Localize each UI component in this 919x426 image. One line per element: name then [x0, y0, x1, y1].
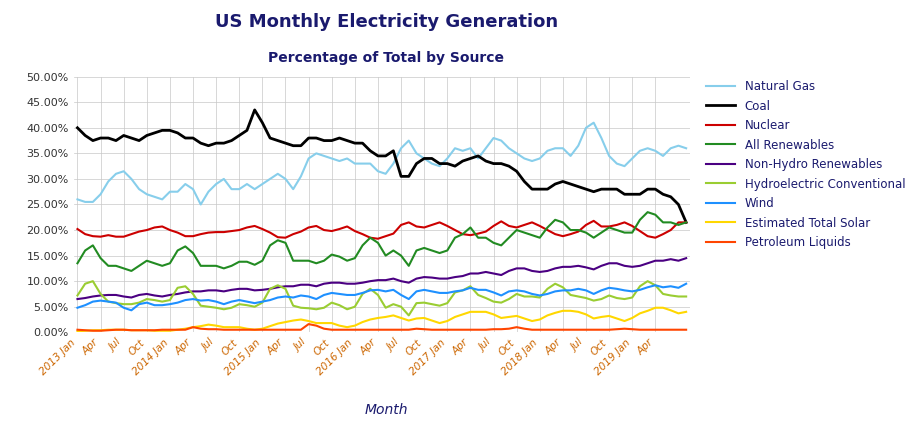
Coal — [618, 192, 630, 197]
All Renewables — [641, 210, 652, 215]
All Renewables — [618, 230, 630, 235]
Text: Month: Month — [364, 403, 408, 417]
Nuclear — [472, 231, 483, 236]
Line: Coal: Coal — [77, 110, 686, 222]
Estimated Total Solar — [610, 316, 621, 321]
All Renewables — [441, 248, 452, 253]
Hydroelectric Conventional — [403, 313, 414, 318]
Wind — [618, 288, 630, 293]
All Renewables — [680, 220, 691, 225]
Line: Non-Hydro Renewables: Non-Hydro Renewables — [77, 258, 686, 299]
Legend: Natural Gas, Coal, Nuclear, All Renewables, Non-Hydro Renewables, Hydroelectric : Natural Gas, Coal, Nuclear, All Renewabl… — [701, 77, 908, 253]
Hydroelectric Conventional — [503, 296, 514, 302]
Line: Wind: Wind — [77, 284, 686, 310]
Coal — [472, 153, 483, 158]
Nuclear — [587, 218, 598, 223]
All Renewables — [72, 261, 83, 266]
Estimated Total Solar — [680, 309, 691, 314]
Petroleum Liquids — [357, 327, 368, 332]
Wind — [126, 308, 137, 313]
Petroleum Liquids — [302, 322, 313, 327]
Hydroelectric Conventional — [72, 293, 83, 298]
Hydroelectric Conventional — [449, 290, 460, 295]
Nuclear — [372, 236, 383, 241]
Petroleum Liquids — [87, 328, 98, 333]
All Renewables — [349, 256, 360, 261]
Petroleum Liquids — [626, 327, 637, 332]
Estimated Total Solar — [341, 325, 352, 330]
Hydroelectric Conventional — [87, 279, 98, 284]
Line: Petroleum Liquids: Petroleum Liquids — [77, 324, 686, 331]
Petroleum Liquids — [72, 327, 83, 332]
Non-Hydro Renewables — [680, 256, 691, 261]
Estimated Total Solar — [72, 329, 83, 334]
Line: Nuclear: Nuclear — [77, 221, 686, 239]
Petroleum Liquids — [680, 327, 691, 332]
Estimated Total Solar — [464, 309, 475, 314]
Natural Gas — [195, 202, 206, 207]
Nuclear — [441, 223, 452, 228]
Hydroelectric Conventional — [349, 304, 360, 309]
Estimated Total Solar — [434, 320, 445, 325]
Coal — [495, 161, 506, 166]
Natural Gas — [72, 197, 83, 202]
Non-Hydro Renewables — [464, 271, 475, 276]
Wind — [72, 305, 83, 310]
Hydroelectric Conventional — [680, 294, 691, 299]
Natural Gas — [349, 161, 360, 166]
Coal — [249, 107, 260, 112]
All Renewables — [449, 235, 460, 240]
Text: Percentage of Total by Source: Percentage of Total by Source — [268, 51, 504, 65]
Estimated Total Solar — [441, 319, 452, 324]
Non-Hydro Renewables — [341, 281, 352, 286]
Wind — [349, 292, 360, 297]
Petroleum Liquids — [480, 327, 491, 332]
Non-Hydro Renewables — [434, 276, 445, 281]
Coal — [349, 141, 360, 146]
Nuclear — [495, 219, 506, 224]
Natural Gas — [680, 146, 691, 151]
Text: US Monthly Electricity Generation: US Monthly Electricity Generation — [215, 13, 557, 31]
Non-Hydro Renewables — [610, 261, 621, 266]
Line: Natural Gas: Natural Gas — [77, 123, 686, 204]
Wind — [449, 289, 460, 294]
Nuclear — [626, 223, 637, 228]
Coal — [680, 220, 691, 225]
Natural Gas — [472, 156, 483, 161]
Natural Gas — [587, 120, 598, 125]
Line: Estimated Total Solar: Estimated Total Solar — [77, 308, 686, 331]
Nuclear — [341, 224, 352, 229]
Petroleum Liquids — [457, 327, 468, 332]
Estimated Total Solar — [487, 312, 498, 317]
Wind — [441, 291, 452, 296]
Wind — [495, 293, 506, 298]
Nuclear — [72, 227, 83, 232]
Hydroelectric Conventional — [457, 288, 468, 293]
Wind — [680, 281, 691, 286]
All Renewables — [495, 243, 506, 248]
Nuclear — [680, 220, 691, 225]
Hydroelectric Conventional — [480, 296, 491, 301]
Non-Hydro Renewables — [487, 271, 498, 276]
Natural Gas — [441, 156, 452, 161]
Natural Gas — [626, 156, 637, 161]
Petroleum Liquids — [449, 327, 460, 332]
Line: All Renewables: All Renewables — [77, 212, 686, 271]
Nuclear — [449, 227, 460, 233]
Line: Hydroelectric Conventional: Hydroelectric Conventional — [77, 281, 686, 315]
Natural Gas — [495, 138, 506, 143]
Petroleum Liquids — [503, 326, 514, 331]
Coal — [449, 164, 460, 169]
All Renewables — [126, 268, 137, 273]
Coal — [441, 161, 452, 166]
Natural Gas — [449, 146, 460, 151]
Coal — [72, 125, 83, 130]
Non-Hydro Renewables — [441, 276, 452, 281]
Estimated Total Solar — [649, 305, 660, 310]
Hydroelectric Conventional — [626, 295, 637, 300]
Wind — [472, 287, 483, 292]
All Renewables — [472, 235, 483, 240]
Non-Hydro Renewables — [72, 296, 83, 302]
